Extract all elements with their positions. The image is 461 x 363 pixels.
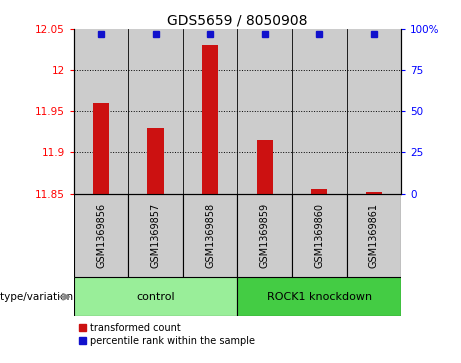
- Bar: [237, 29, 292, 193]
- Bar: [74, 193, 128, 277]
- Bar: [366, 192, 382, 193]
- Text: GSM1369861: GSM1369861: [369, 203, 379, 268]
- Bar: [183, 29, 237, 193]
- Bar: [347, 193, 401, 277]
- Bar: [292, 29, 347, 193]
- Text: GSM1369857: GSM1369857: [151, 203, 160, 268]
- Bar: [202, 45, 219, 193]
- Bar: [128, 193, 183, 277]
- Bar: [148, 128, 164, 193]
- Bar: [74, 29, 128, 193]
- Text: GSM1369860: GSM1369860: [314, 203, 324, 268]
- Bar: [237, 277, 401, 316]
- Bar: [292, 193, 347, 277]
- Text: genotype/variation: genotype/variation: [0, 292, 74, 302]
- Text: control: control: [136, 292, 175, 302]
- Bar: [256, 140, 273, 193]
- Bar: [74, 277, 237, 316]
- Title: GDS5659 / 8050908: GDS5659 / 8050908: [167, 14, 307, 28]
- Text: GSM1369858: GSM1369858: [205, 203, 215, 268]
- Bar: [311, 189, 327, 193]
- Text: ROCK1 knockdown: ROCK1 knockdown: [266, 292, 372, 302]
- Bar: [183, 193, 237, 277]
- Bar: [347, 29, 401, 193]
- Bar: [93, 103, 109, 193]
- Text: GSM1369859: GSM1369859: [260, 203, 270, 268]
- Text: GSM1369856: GSM1369856: [96, 203, 106, 268]
- Legend: transformed count, percentile rank within the sample: transformed count, percentile rank withi…: [79, 323, 255, 346]
- Bar: [237, 193, 292, 277]
- Bar: [128, 29, 183, 193]
